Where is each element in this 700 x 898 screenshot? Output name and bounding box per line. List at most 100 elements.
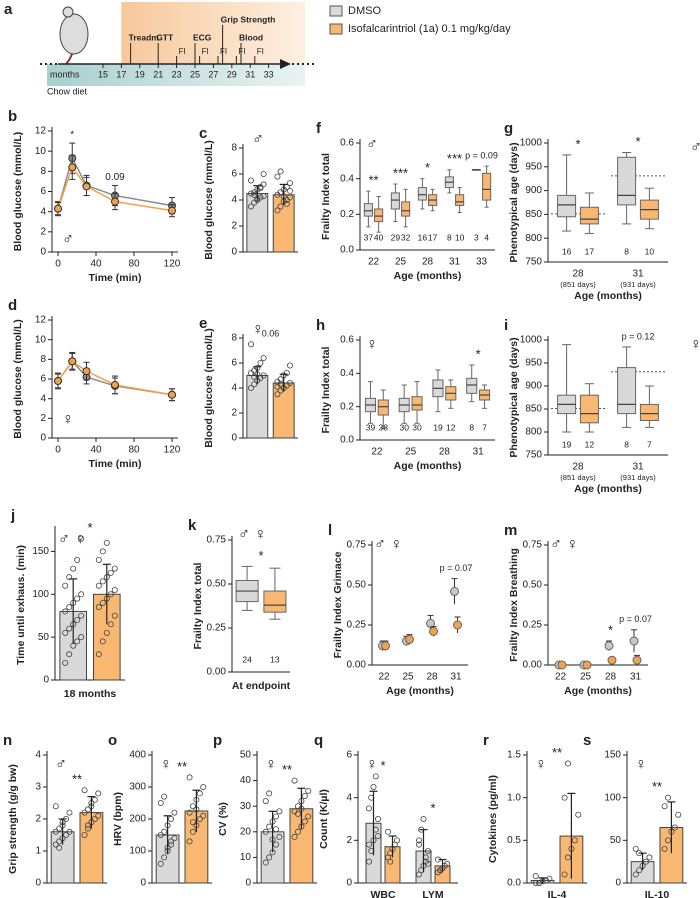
y-tick-label: 4	[40, 206, 46, 217]
data-point	[370, 784, 377, 791]
sample-count: 7	[647, 439, 652, 449]
data-point	[189, 803, 196, 810]
data-point	[84, 822, 91, 829]
significance: p = 0.07	[619, 614, 652, 624]
sex-symbol: ♂	[690, 139, 700, 156]
data-point	[301, 792, 308, 799]
data-point	[91, 816, 98, 823]
data-point	[643, 858, 650, 865]
data-point	[52, 841, 59, 848]
data-point	[81, 787, 88, 794]
data-point	[63, 832, 70, 839]
data-point	[415, 841, 422, 848]
time-tick-label: 25	[190, 69, 200, 79]
sex-symbol: ♂ ♀	[550, 536, 578, 553]
sample-count: 13	[270, 654, 280, 664]
data-point	[95, 790, 102, 797]
significance: **	[552, 745, 562, 760]
data-point	[248, 203, 255, 210]
sample-count: 8	[624, 439, 629, 449]
time-tick-label: 19	[135, 69, 145, 79]
y-axis-label: Grip strength (g/g bw)	[7, 764, 19, 874]
sample-count: 38	[379, 422, 389, 432]
fi-label: FI	[202, 47, 209, 56]
x-tick-label: 31	[450, 672, 462, 683]
panel-label: c	[199, 125, 207, 142]
y-axis-label: Frailty Index total	[320, 153, 332, 240]
sample-count: 19	[433, 422, 443, 432]
y-tick-label: 1000	[520, 335, 543, 346]
y-axis-label: Frailty Index total	[320, 346, 332, 433]
y-tick-label: 4	[40, 393, 46, 404]
y-tick-label: 850	[525, 209, 542, 220]
data-point	[571, 837, 578, 844]
y-axis-label: Time until exhaus. (min)	[15, 545, 27, 665]
data-point	[95, 812, 102, 819]
x-tick-label: LYM	[422, 889, 443, 898]
x-tick-label: 31	[473, 447, 485, 458]
data-point	[365, 805, 372, 812]
chart-panel: p ♀ 0 10 20 30 40 50 CV (%) **	[213, 732, 317, 889]
fi-label: FI	[220, 47, 227, 56]
chart-panel: k ♂ ♀ 0.00 0.25 0.50 0.75 Frailty Index total A…	[188, 517, 291, 692]
data-point	[186, 774, 193, 781]
data-point	[74, 638, 81, 645]
data-point	[604, 641, 614, 651]
data-point	[62, 629, 69, 636]
data-point	[291, 777, 298, 784]
box	[557, 194, 577, 218]
box	[263, 590, 287, 613]
data-point	[186, 809, 193, 816]
chart-panel: o ♀ 0 100 200 300 400 HRV (bpm) **	[108, 732, 212, 889]
panel-label: e	[199, 315, 207, 332]
data-point	[189, 828, 196, 835]
sample-count: 16	[562, 246, 572, 256]
time-arrow	[280, 59, 291, 69]
data-point	[91, 796, 98, 803]
y-tick-label: 2	[231, 221, 237, 232]
chart-panel: c ♂ 0 2 4 6 8 Blood glucose (mmol/L)	[199, 125, 298, 260]
y-tick-label: 750	[525, 257, 542, 268]
data-point	[81, 809, 88, 816]
data-point	[415, 837, 422, 844]
data-point	[161, 854, 168, 861]
data-point	[257, 359, 264, 366]
y-tick-label: 12	[35, 126, 47, 137]
sample-count: 10	[455, 232, 465, 242]
data-point	[305, 813, 312, 820]
y-tick-label: 0	[35, 878, 41, 889]
data-point	[99, 578, 106, 585]
x-tick-label: 31	[632, 462, 644, 473]
x-tick-label: 31	[632, 269, 644, 280]
y-tick-label: 100	[129, 846, 146, 857]
x-tick-label: 28	[605, 672, 617, 683]
sample-count: 30	[412, 422, 422, 432]
data-point	[450, 586, 459, 596]
significance: 0.09	[105, 172, 125, 183]
data-point	[291, 833, 298, 840]
y-tick-label: 0.4	[340, 368, 354, 379]
significance: **	[72, 772, 82, 787]
x-tick-sublabel: (931 days)	[620, 280, 656, 289]
y-tick-label: 0.25	[347, 620, 367, 631]
significance: *	[635, 134, 640, 149]
data-point	[52, 803, 59, 810]
data-point	[274, 391, 281, 398]
y-tick-label: 0.5	[507, 835, 521, 846]
box	[482, 172, 492, 201]
sample-count: 17	[585, 246, 595, 256]
y-tick-label: 150	[604, 750, 621, 761]
y-tick-label: 10	[35, 334, 47, 345]
y-tick-label: 6	[231, 358, 237, 369]
data-point	[248, 177, 255, 184]
time-tick-label: 27	[208, 69, 218, 79]
y-tick-label: 8	[40, 354, 46, 365]
data-point	[99, 548, 106, 555]
y-tick-label: 0	[231, 247, 237, 258]
y-tick-label: 0.00	[523, 660, 543, 671]
data-point	[564, 760, 571, 767]
y-axis-label: CV (%)	[217, 802, 229, 836]
data-point	[286, 379, 293, 386]
data-point	[374, 816, 381, 823]
box	[363, 203, 373, 217]
